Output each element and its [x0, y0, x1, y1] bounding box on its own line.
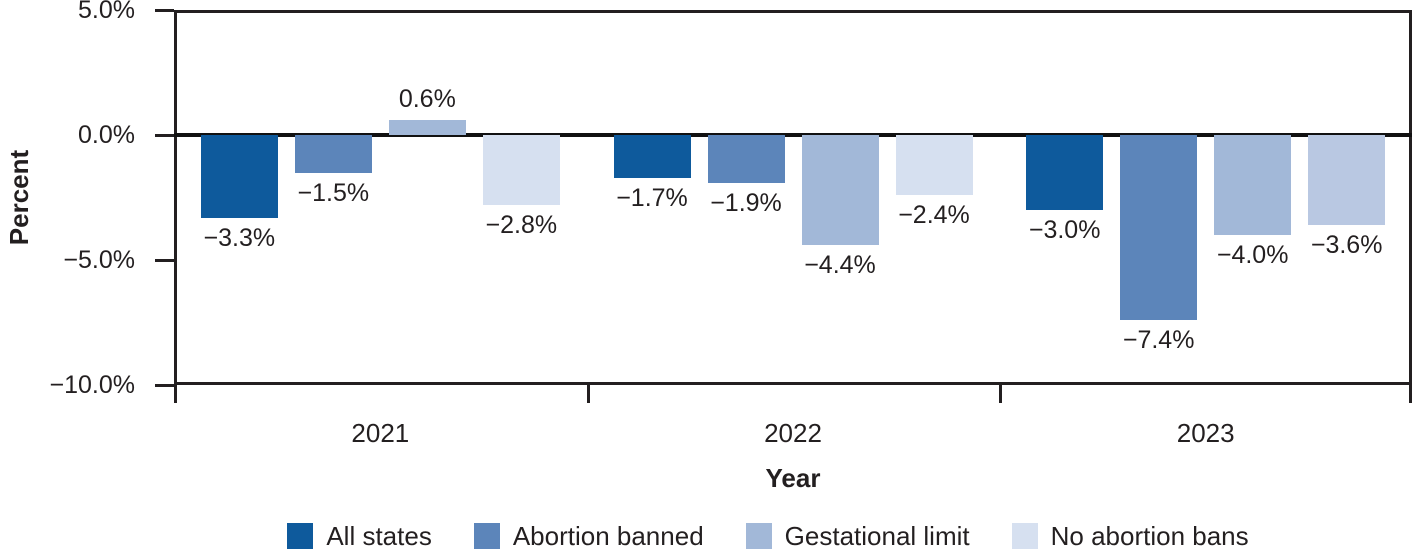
x-tick: [174, 385, 177, 403]
x-tick-label-2021: 2021: [351, 418, 410, 448]
bar-value-label-no-abortion-bans-2021: −2.8%: [485, 211, 558, 239]
legend-swatch-no-abortion-bans: [1011, 523, 1038, 549]
bar-no-abortion-bans-2022: [895, 135, 973, 195]
bar-value-label-abortion-banned-2021: −1.5%: [297, 178, 370, 207]
legend-label-no-abortion-bans: No abortion bans: [1050, 520, 1249, 551]
bar-value-label-all-states-2022: −1.7%: [616, 183, 688, 212]
x-tick: [586, 385, 590, 403]
y-tick-label: 5.0%: [78, 0, 135, 24]
bar-value-label-gestational-limit-2023: −4.0%: [1216, 241, 1289, 269]
x-tick-label-2023: 2023: [1176, 418, 1235, 448]
bar-all-states-2022: [613, 135, 691, 178]
bar-abortion-banned-2021: [294, 135, 372, 173]
bar-value-label-all-states-2021: −3.3%: [203, 223, 276, 252]
x-axis-title: Year: [765, 463, 821, 493]
x-tick: [999, 385, 1003, 403]
y-tick: [155, 133, 174, 137]
bar-value-label-all-states-2023: −3.0%: [1028, 216, 1101, 244]
bar-no-abortion-bans-2023: [1308, 135, 1386, 225]
bar-gestational-limit-2023: [1214, 135, 1292, 235]
bar-value-label-abortion-banned-2022: −1.9%: [710, 188, 782, 217]
legend-item-gestational-limit: Gestational limit: [745, 520, 970, 552]
bar-value-label-no-abortion-bans-2022: −2.4%: [898, 201, 970, 229]
legend: All states Abortion banned Gestational lim…: [120, 520, 1416, 552]
x-tick-label-2022: 2022: [764, 418, 822, 448]
legend-item-all-states: All states: [287, 521, 432, 552]
bar-abortion-banned-2022: [707, 135, 785, 183]
bar-value-label-gestational-limit-2021: 0.6%: [398, 85, 456, 113]
legend-swatch-all-states: [287, 523, 314, 549]
bar-abortion-banned-2023: [1120, 135, 1198, 320]
bar-all-states-2021: [200, 135, 278, 218]
legend-label-gestational-limit: Gestational limit: [784, 520, 970, 551]
y-tick: [155, 8, 174, 12]
y-axis-title: Percent: [2, 10, 38, 385]
y-tick-label: −10.0%: [49, 371, 136, 399]
bar-value-label-gestational-limit-2022: −4.4%: [804, 251, 876, 279]
legend-item-abortion-banned: Abortion banned: [473, 520, 704, 552]
plot-border: [174, 10, 1412, 385]
bar-value-label-no-abortion-bans-2023: −3.6%: [1310, 231, 1383, 259]
bar-all-states-2023: [1026, 135, 1104, 210]
y-tick-label: −5.0%: [63, 246, 135, 274]
y-tick: [155, 383, 174, 387]
y-tick: [155, 258, 174, 262]
legend-label-abortion-banned: Abortion banned: [512, 520, 704, 551]
x-tick: [1409, 385, 1412, 403]
y-axis-title-text: Percent: [4, 149, 35, 246]
bar-gestational-limit-2022: [801, 135, 879, 245]
bar-no-abortion-bans-2021: [482, 135, 560, 205]
bar-value-label-abortion-banned-2023: −7.4%: [1122, 326, 1195, 354]
legend-swatch-gestational-limit: [745, 523, 772, 549]
legend-item-no-abortion-bans: No abortion bans: [1011, 520, 1249, 552]
legend-swatch-abortion-banned: [473, 523, 500, 549]
zero-line: [174, 133, 1412, 137]
bar-gestational-limit-2021: [388, 120, 466, 135]
y-tick-label: 0.0%: [78, 121, 135, 149]
legend-label-all-states: All states: [326, 520, 432, 551]
